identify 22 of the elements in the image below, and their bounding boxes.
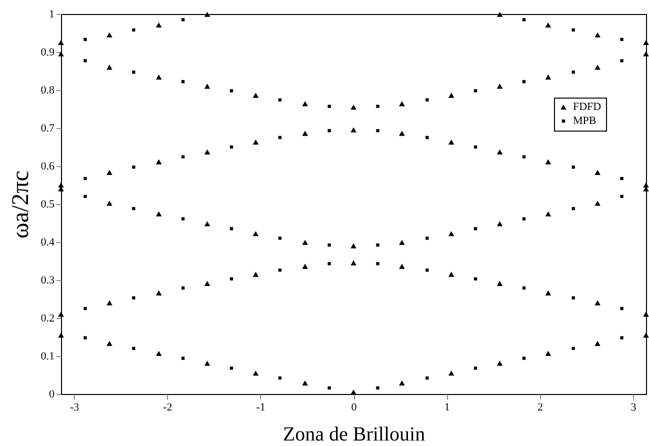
x-tick-label: -1 [256,402,266,414]
legend-label: FDFD [573,101,602,114]
y-tick-label: 0 [49,388,55,400]
x-tick-label: 1 [444,402,450,414]
y-tick-label: 0.3 [40,274,55,286]
x-tick-label: 3 [630,402,637,414]
y-tick-label: 0.5 [40,198,55,210]
y-tick-label: 0.8 [40,84,55,96]
x-tick-label: 2 [538,402,544,414]
y-tick-label: 0.9 [40,46,55,58]
y-tick-label: 0.1 [40,350,54,362]
y-tick-label: 0.2 [40,312,54,324]
legend-label: MPB [573,115,596,128]
y-tick-label: 0.6 [40,160,55,172]
x-tick-label: 0 [351,402,358,414]
y-tick-label: 0.7 [40,122,55,134]
x-tick-label: -2 [163,402,172,414]
y-tick-label: 1 [49,8,54,20]
y-tick-label: 0.4 [40,236,55,248]
x-axis-title: Zona de Brillouin [282,424,426,446]
x-tick-label: -3 [70,402,80,414]
y-axis-title: ωa/2πc [8,170,34,238]
